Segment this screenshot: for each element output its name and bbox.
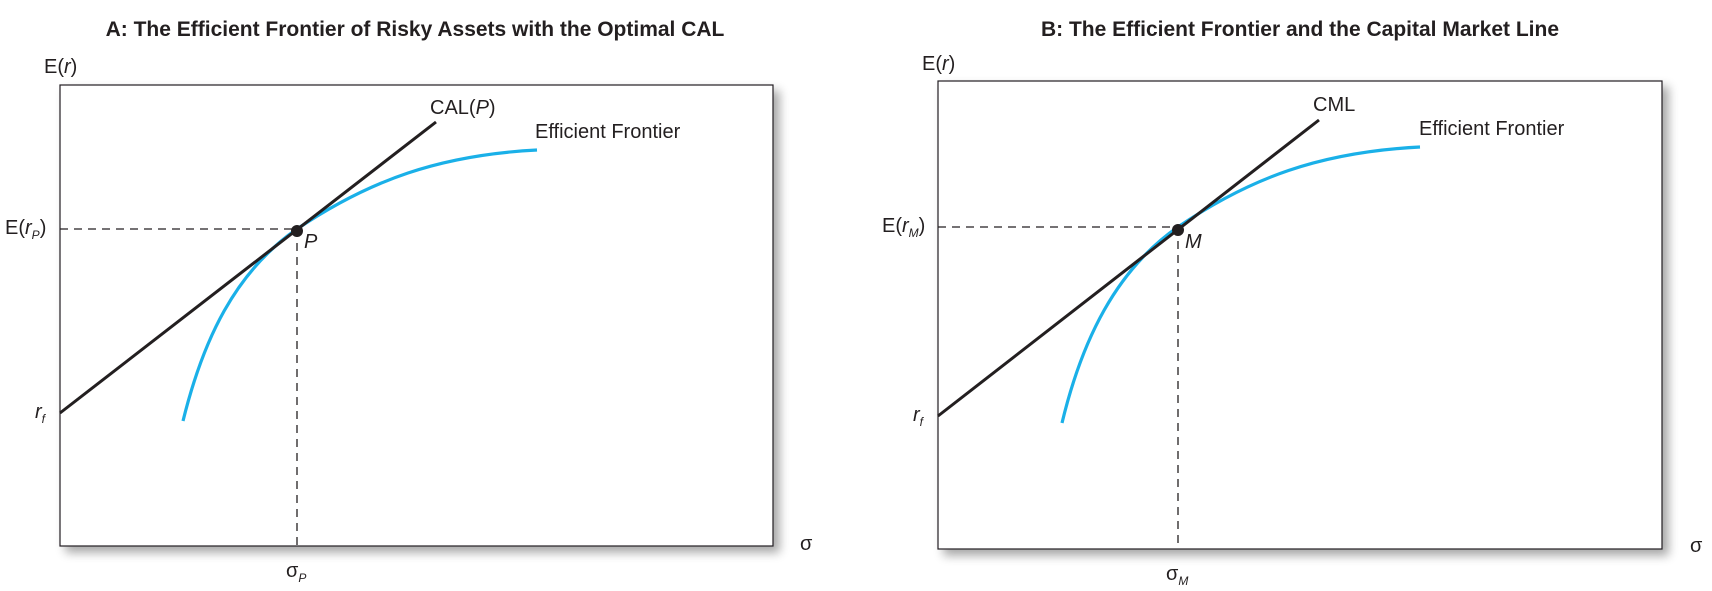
expected-return-label: E(rP) (5, 217, 46, 242)
cml-line (937, 118, 1320, 418)
point-label: P (304, 231, 318, 253)
risk-free-label: rf (35, 401, 47, 426)
x-axis-label: σ (800, 533, 813, 555)
plot-area (59, 84, 774, 547)
panel-title: B: The Efficient Frontier and the Capita… (1041, 18, 1559, 41)
panel-b: B: The Efficient Frontier and the Capita… (882, 18, 1703, 588)
tangency-point (291, 225, 303, 237)
risk-free-label: rf (913, 404, 925, 429)
sigma-label: σP (286, 560, 306, 585)
x-axis-label: σ (1690, 535, 1703, 557)
market-portfolio-point (1172, 224, 1184, 236)
frontier-label: Efficient Frontier (1419, 118, 1565, 140)
cal-line (59, 120, 437, 415)
point-label: M (1185, 231, 1202, 253)
cml-label: CML (1313, 94, 1355, 116)
panel-title: A: The Efficient Frontier of Risky Asset… (106, 18, 725, 41)
frontier-label: Efficient Frontier (535, 121, 681, 143)
panel-a: A: The Efficient Frontier of Risky Asset… (5, 18, 813, 585)
plot-area (937, 80, 1663, 550)
y-axis-label: E(r) (922, 53, 955, 75)
cal-label: CAL(P) (430, 97, 496, 119)
y-axis-label: E(r) (44, 56, 77, 78)
expected-return-label: E(rM) (882, 215, 925, 240)
sigma-label: σM (1166, 563, 1188, 588)
